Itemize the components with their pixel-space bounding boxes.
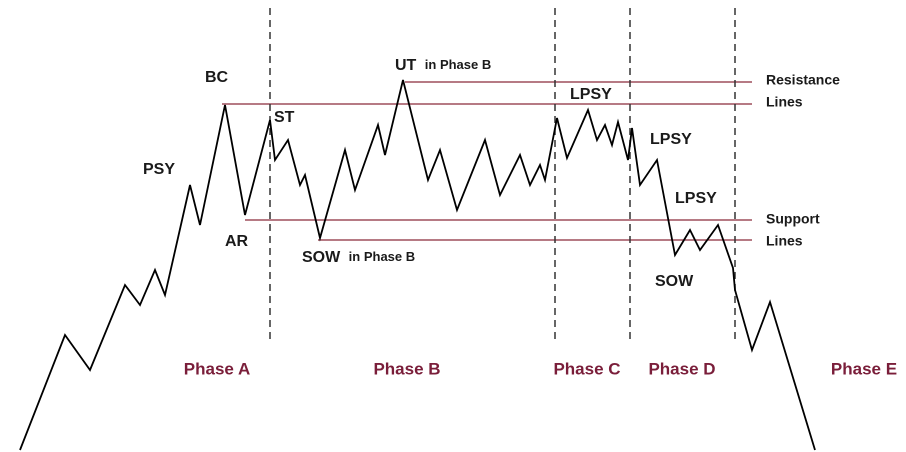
- event-label: ST: [274, 109, 295, 126]
- phase-label: Phase E: [831, 359, 897, 378]
- event-note: in Phase B: [349, 249, 415, 264]
- event-label: LPSY: [570, 86, 612, 103]
- price-path: [19, 79, 816, 451]
- legend-text: Lines: [766, 233, 803, 249]
- legend-text: Support: [766, 211, 820, 227]
- event-name: SOW: [302, 249, 341, 266]
- event-label: LPSY: [650, 131, 692, 148]
- phase-label: Phase A: [184, 359, 250, 378]
- event-label: SOW in Phase B: [302, 249, 415, 266]
- phase-label: Phase B: [373, 359, 440, 378]
- event-name: UT: [395, 57, 417, 74]
- event-note: in Phase B: [425, 57, 491, 72]
- event-label: SOW: [655, 273, 694, 290]
- event-label: PSY: [143, 161, 175, 178]
- phase-label: Phase D: [648, 359, 715, 378]
- event-label: AR: [225, 233, 249, 250]
- event-label: UT in Phase B: [395, 57, 491, 74]
- legend-text: Resistance: [766, 72, 840, 88]
- event-label: BC: [205, 69, 229, 86]
- legend-text: Lines: [766, 94, 803, 110]
- phase-label: Phase C: [553, 359, 620, 378]
- event-label: LPSY: [675, 190, 717, 207]
